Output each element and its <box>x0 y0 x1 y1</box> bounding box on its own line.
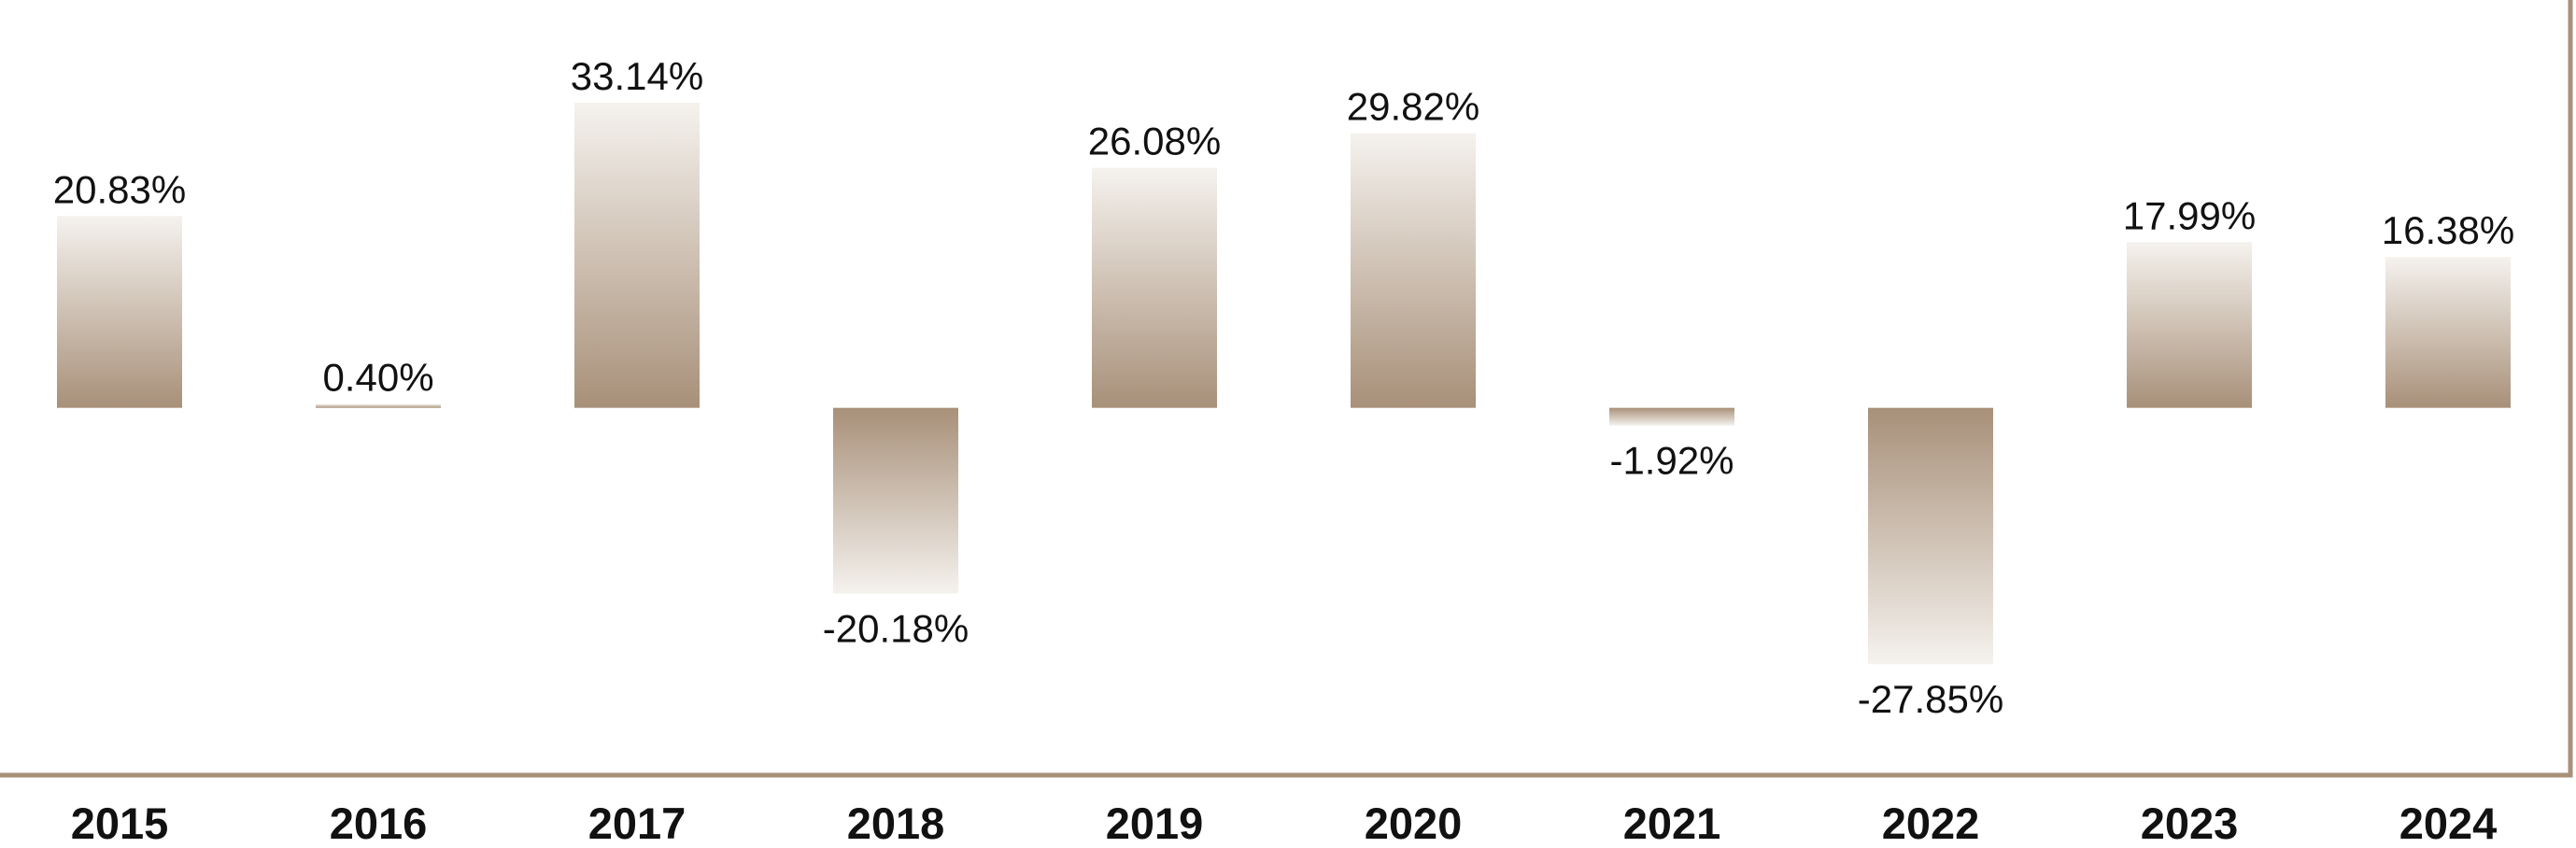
data-label-2024: 16.38% <box>2382 208 2514 252</box>
bar-2019 <box>1092 167 1217 408</box>
bar-2021 <box>1609 407 1734 426</box>
bar-2017 <box>574 103 700 408</box>
bar-2024 <box>2385 257 2511 408</box>
x-tick-labels: 2015 2016 2017 2018 2019 2020 2021 2022 2023 2024 <box>71 799 2498 848</box>
bar-2022 <box>1868 407 1993 665</box>
data-label-2015: 20.83% <box>53 167 186 211</box>
data-label-2021: -1.92% <box>1609 439 1734 483</box>
data-label-2018: -20.18% <box>823 607 969 651</box>
axis-frame <box>0 0 2573 778</box>
axes-group <box>0 0 2573 778</box>
x-tick-label-2018: 2018 <box>847 799 945 848</box>
x-tick-label-2020: 2020 <box>1365 799 1463 848</box>
bar-2018 <box>833 407 958 594</box>
data-label-2023: 17.99% <box>2123 193 2256 237</box>
x-tick-label-2021: 2021 <box>1623 799 1721 848</box>
bar-2023 <box>2127 242 2252 408</box>
x-tick-label-2023: 2023 <box>2141 799 2239 848</box>
data-label-2016: 0.40% <box>322 356 433 400</box>
data-label-2022: -27.85% <box>1858 677 2003 721</box>
bar-2015 <box>57 216 182 408</box>
data-label-2020: 29.82% <box>1347 85 1479 129</box>
bar-2016 <box>316 403 441 408</box>
x-tick-label-2017: 2017 <box>588 799 686 848</box>
x-tick-label-2019: 2019 <box>1106 799 1204 848</box>
bars-group <box>57 103 2511 665</box>
bar-2020 <box>1351 133 1476 408</box>
x-tick-label-2024: 2024 <box>2399 799 2498 848</box>
data-label-2017: 33.14% <box>571 54 703 98</box>
x-tick-label-2022: 2022 <box>1882 799 1980 848</box>
data-label-2019: 26.08% <box>1088 120 1221 163</box>
x-tick-label-2016: 2016 <box>330 799 428 848</box>
x-tick-label-2015: 2015 <box>71 799 169 848</box>
data-labels-group: 20.83% 0.40% 33.14% -20.18% 26.08% 29.82% -1.9… <box>53 54 2514 721</box>
